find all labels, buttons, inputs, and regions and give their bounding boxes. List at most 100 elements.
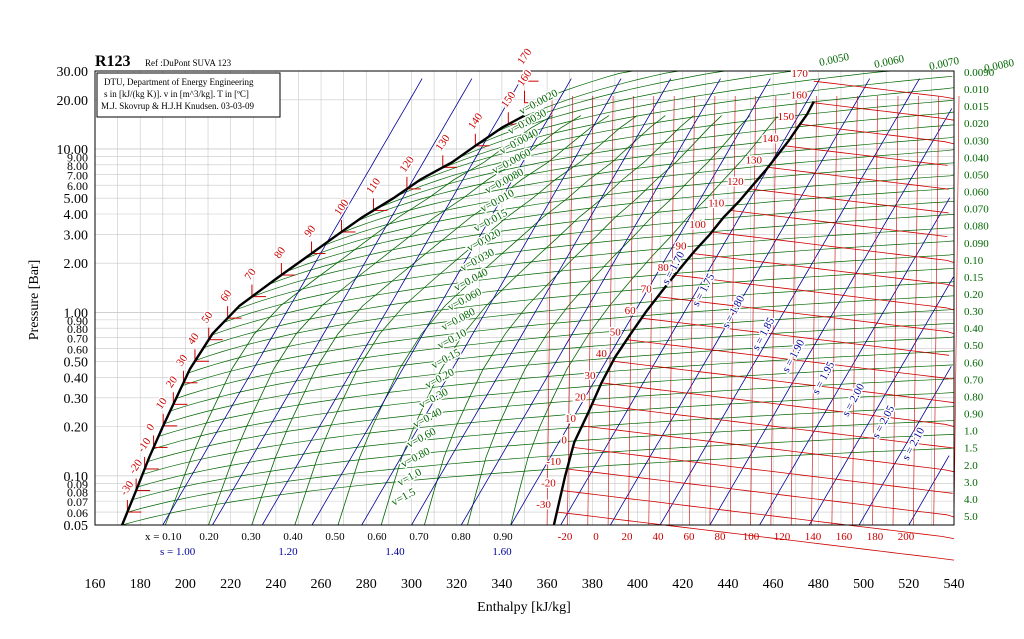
quality-label: 0.90 — [493, 531, 513, 543]
temp-label-superheat: 120 — [774, 531, 791, 543]
quality-line — [294, 115, 638, 526]
isotherm-line — [668, 95, 675, 526]
temp-label-superheat: 140 — [805, 531, 822, 543]
temp-label-superheat: 20 — [622, 531, 634, 543]
isochore-line — [203, 253, 955, 349]
y-tick-label: 0.70 — [67, 332, 88, 346]
y-tick-label: 0.10 — [64, 470, 89, 485]
grid — [94, 70, 955, 526]
isentrope-line — [858, 366, 952, 526]
isotherm-line — [601, 382, 955, 427]
isochore-line — [164, 336, 955, 425]
isochore-label-edge: 0.60 — [964, 357, 984, 369]
isotherm-lines — [126, 69, 960, 561]
temp-label-vapor: 120 — [727, 176, 744, 188]
temp-label-vapor: 60 — [625, 305, 637, 317]
temp-label-vapor: -30 — [536, 499, 551, 511]
isentrope-line — [162, 78, 423, 526]
x-tick-label: 280 — [356, 577, 377, 592]
isochore-line — [376, 111, 955, 209]
temp-label-superheat: 60 — [684, 531, 696, 543]
entropy-label-bottom: 1.20 — [278, 546, 298, 558]
isochore-line — [127, 434, 955, 513]
isochore-line — [321, 149, 955, 247]
isochore-label-edge: 2.0 — [964, 460, 978, 472]
temp-label-superheat: 0 — [593, 531, 599, 543]
isentrope-line — [311, 78, 572, 526]
isochore-line — [152, 364, 954, 450]
x-tick-label: 360 — [537, 577, 558, 592]
isochore-line — [285, 174, 955, 273]
temp-label-vapor: 50 — [610, 327, 622, 339]
isotherm-line — [913, 95, 919, 526]
isentrope-line — [212, 78, 473, 526]
isotherm-line — [556, 511, 955, 561]
isotherm-line — [749, 188, 949, 214]
isotherm-line — [750, 95, 756, 526]
temp-label-vapor: 80 — [658, 262, 670, 274]
x-tick-label: 160 — [85, 577, 106, 592]
x-tick-label: 540 — [944, 577, 965, 592]
info-line-1: DTU, Department of Energy Engineering — [104, 77, 254, 87]
isentrope-line — [460, 78, 721, 526]
x-tick-label: 420 — [672, 577, 693, 592]
y-tick-label: 7.00 — [67, 168, 88, 182]
isotherm-line — [626, 339, 953, 380]
temp-label-vapor: 90 — [676, 241, 688, 253]
isentrope-line — [759, 197, 951, 526]
y-tick-label: 0.90 — [67, 314, 88, 328]
x-tick-label: 220 — [220, 577, 241, 592]
isochore-line — [516, 70, 680, 121]
quality-line — [467, 115, 751, 526]
isotherm-line — [770, 95, 777, 526]
chart-title: R123 — [95, 53, 131, 70]
temp-label-superheat: 180 — [867, 531, 884, 543]
isochore-label-edge: 0.030 — [964, 135, 989, 147]
isochore-label-edge: 0.0090 — [964, 67, 995, 79]
y-tick-label: 20.00 — [57, 94, 89, 109]
isotherm-line — [689, 95, 695, 526]
isochore-line — [524, 70, 634, 108]
quality-label: 0.70 — [409, 531, 429, 543]
isotherm-line — [729, 95, 736, 526]
entropy-label-bottom: 1.40 — [385, 546, 405, 558]
isochore-label-edge: 0.020 — [964, 118, 989, 130]
quality-label: 0.30 — [241, 531, 261, 543]
isochore-label-edge: 0.20 — [964, 289, 984, 301]
x-tick-label: 200 — [175, 577, 196, 592]
isochore-label-edge: 0.90 — [964, 409, 984, 421]
isotherm-line — [933, 95, 939, 526]
temp-label-vapor: -10 — [546, 456, 561, 468]
y-tick-label: 0.40 — [64, 371, 89, 386]
isotherm-line — [566, 468, 955, 518]
isentrope-line — [610, 78, 871, 526]
isochore-line — [195, 267, 955, 361]
quality-label: 0.40 — [283, 531, 303, 543]
temp-label-vapor: 130 — [745, 154, 762, 166]
temp-label-vapor: 30 — [584, 370, 596, 382]
isotherm-line — [648, 95, 655, 526]
isotherm-line — [567, 95, 573, 526]
temp-label-superheat: -20 — [558, 531, 573, 543]
isotherm-line — [546, 95, 553, 526]
x-tick-label: 260 — [311, 577, 332, 592]
plot-frame — [94, 70, 955, 526]
isochore-line — [268, 187, 955, 285]
x-tick-label: 380 — [582, 577, 603, 592]
isotherm-line — [953, 95, 960, 526]
isochore-line — [356, 124, 954, 222]
isentrope-line — [659, 78, 920, 526]
isochore-label-edge: 0.80 — [964, 391, 984, 403]
y-tick-label: 0.80 — [67, 322, 88, 336]
isochore-label-edge: 1.0 — [964, 426, 978, 438]
y-tick-label: 0.60 — [67, 343, 88, 357]
isochore-line — [223, 227, 955, 323]
temp-label-vapor: -20 — [541, 478, 556, 490]
isotherm-line — [813, 102, 955, 121]
x-tick-label: 180 — [130, 577, 151, 592]
isochore-line — [235, 214, 955, 311]
temp-label-vapor: 70 — [641, 284, 653, 296]
isochore-label-edge: 0.040 — [964, 152, 989, 164]
isochore-lines — [122, 70, 955, 526]
y-tick-label: 0.06 — [67, 506, 88, 520]
